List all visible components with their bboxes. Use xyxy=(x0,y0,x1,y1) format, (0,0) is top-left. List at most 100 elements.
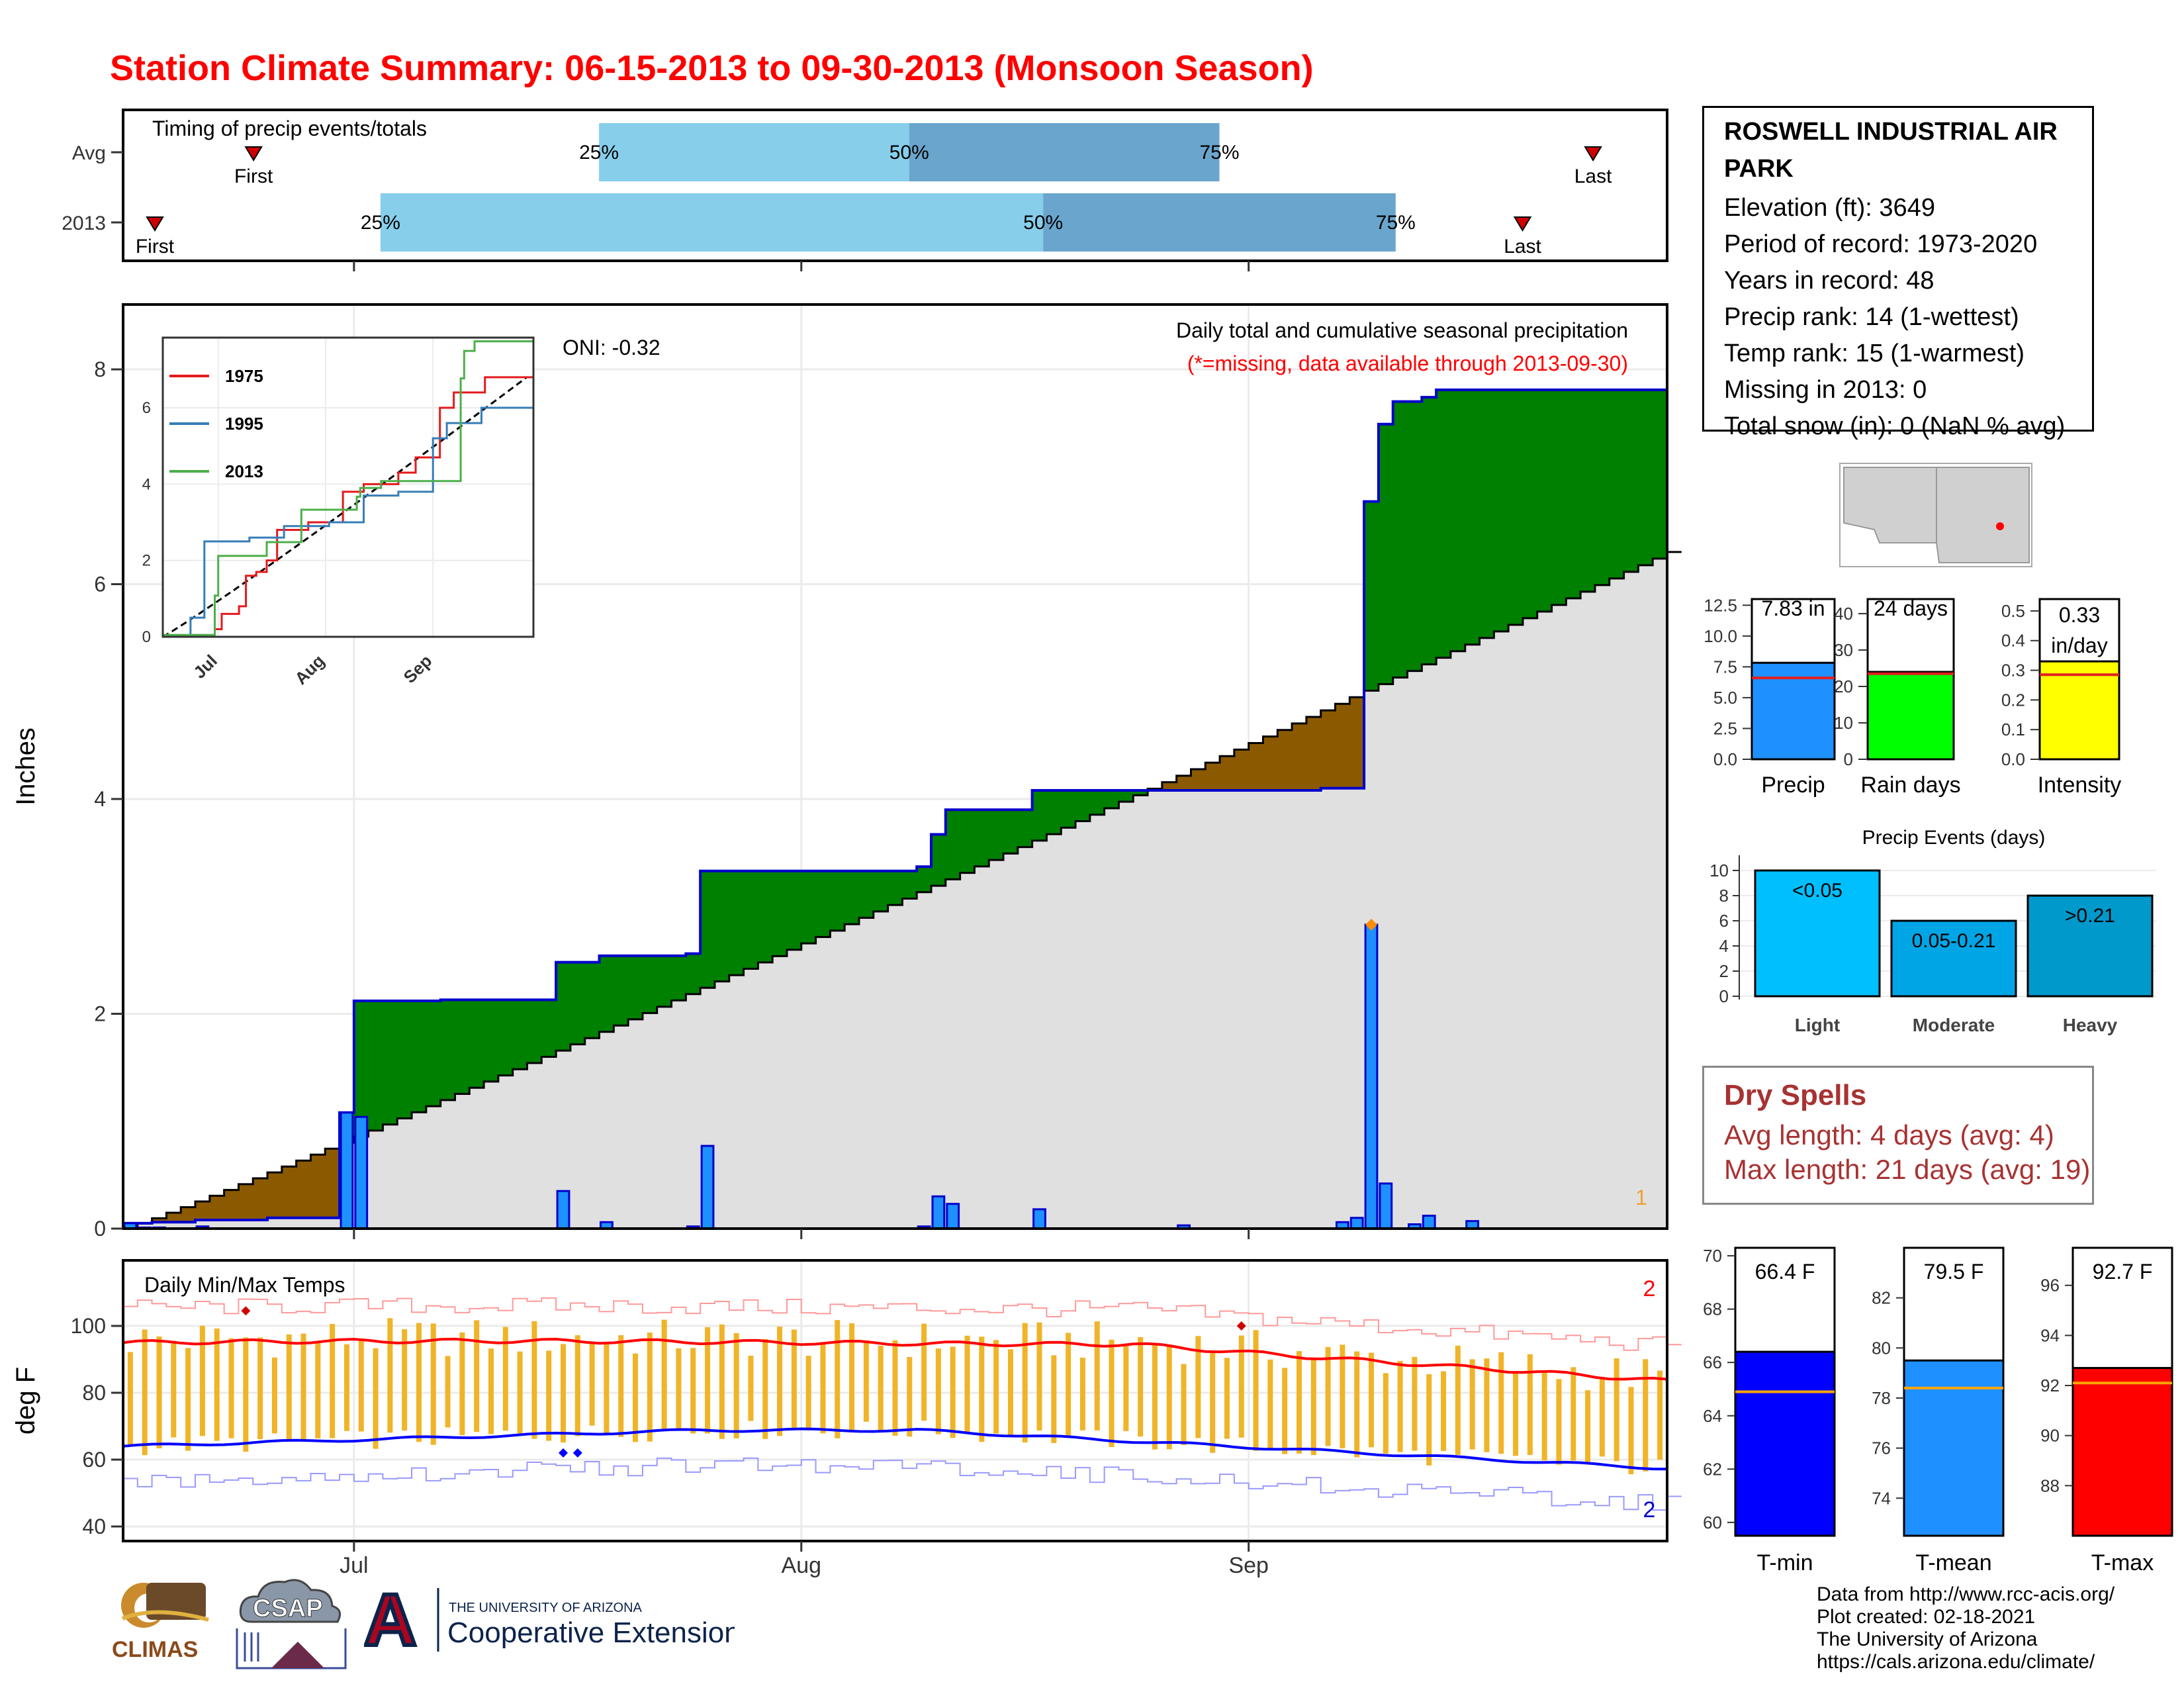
precip-events-bar-label: >0.21 xyxy=(2065,905,2115,927)
precip-departure-fill xyxy=(123,389,1668,1229)
temp-record-marker xyxy=(1236,1321,1246,1331)
temp-range-bar xyxy=(561,1344,567,1443)
summary-bar-name: Precip xyxy=(1761,773,1825,798)
temp-summary-bar-tick-label: 80 xyxy=(1872,1338,1891,1358)
temp-range-bar xyxy=(1310,1358,1316,1456)
info-temp-rank: Temp rank: 15 (1-warmest) xyxy=(1724,340,2025,367)
precip-average-segment xyxy=(1465,644,1480,1229)
precip-surplus-segment xyxy=(758,870,773,962)
temp-range-bar xyxy=(589,1343,595,1426)
temp-range-bar xyxy=(315,1342,321,1438)
temp-range-bar xyxy=(1267,1359,1273,1449)
temp-range-bar xyxy=(777,1327,783,1436)
precip-deficit-segment xyxy=(1220,756,1235,791)
temp-range-bar xyxy=(1022,1323,1028,1443)
summary-bar-tick-label: 5.0 xyxy=(1713,688,1737,708)
precip-average-segment xyxy=(181,1222,196,1229)
dry-spells-max: Max length: 21 days (avg: 19) xyxy=(1724,1154,2091,1185)
temp-range-bar xyxy=(892,1340,898,1436)
precip-surplus-segment xyxy=(1046,790,1062,835)
precip-average-segment xyxy=(1335,788,1350,1229)
temp-summary-bar-tick-label: 68 xyxy=(1703,1299,1722,1319)
temp-range-bar xyxy=(1369,1352,1375,1448)
temp-record-marker xyxy=(241,1306,251,1316)
inset-legend-label: 2013 xyxy=(225,461,263,481)
temp-range-bar xyxy=(1123,1344,1129,1431)
precip-average-segment xyxy=(1422,664,1437,1229)
temp-range-bar xyxy=(661,1319,667,1430)
precip-events-tick-label: 0 xyxy=(1719,986,1729,1006)
info-period: Period of record: 1973-2020 xyxy=(1724,230,2038,258)
precip-average-segment xyxy=(1148,790,1163,1229)
timing-q50-label: 50% xyxy=(1023,212,1063,234)
precip-average-area xyxy=(137,558,1668,1229)
precip-surplus-segment xyxy=(917,867,932,892)
temp-range-bar xyxy=(805,1356,811,1430)
precip-average-segment xyxy=(974,866,989,1229)
summary-bar-value-label: 7.83 in xyxy=(1761,596,1825,620)
precip-average-segment xyxy=(469,1088,484,1229)
precip-ylabel: Inches xyxy=(11,727,40,806)
precip-surplus-segment xyxy=(931,834,946,886)
precip-ytick-label: 6 xyxy=(94,573,106,596)
precip-observed-line xyxy=(123,388,1667,1225)
timing-title: Timing of precip events/totals xyxy=(152,117,427,140)
precip-surplus-segment xyxy=(1378,424,1394,684)
precip-average-segment xyxy=(325,1217,340,1229)
temp-record-min-line xyxy=(123,1457,1682,1511)
temp-range-bar xyxy=(402,1329,408,1431)
precip-surplus-segment xyxy=(1551,389,1567,605)
precip-surplus-segment xyxy=(556,962,571,1051)
temp-range-bar xyxy=(1397,1360,1403,1452)
precip-average-segment xyxy=(801,943,817,1229)
precip-surplus-segment xyxy=(512,1000,528,1070)
precip-average-segment xyxy=(209,1220,225,1229)
temp-summary-bar-value-label: 92.7 F xyxy=(2093,1260,2153,1284)
temp-range-bar xyxy=(1426,1374,1432,1466)
daily-precip-bar xyxy=(1349,1217,1364,1230)
temp-range-bar xyxy=(1282,1368,1288,1454)
ua-university-text: THE UNIVERSITY OF ARIZONA xyxy=(449,1601,643,1615)
precip-deficit-segment xyxy=(1263,736,1278,791)
daily-precip-bar xyxy=(556,1190,570,1230)
temp-range-bar xyxy=(1498,1352,1504,1454)
precip-surplus-segment xyxy=(412,1001,427,1113)
temp-summary-bar-fill xyxy=(1903,1359,2005,1537)
temp-range-bar xyxy=(733,1333,739,1439)
summary-bar-precip: 7.83 in 0.0 2.5 5.0 7.5 10.0 12.5 Precip xyxy=(1704,595,1836,798)
temp-range-bar xyxy=(574,1335,580,1436)
precip-average-segment xyxy=(1623,571,1639,1229)
temp-range-bar xyxy=(618,1335,624,1437)
precip-surplus-segment xyxy=(1638,389,1653,565)
precip-surplus-segment xyxy=(599,955,614,1032)
precip-deficit-segment xyxy=(296,1160,312,1218)
precip-surplus-segment xyxy=(960,810,976,873)
info-snow: Total snow (in): 0 (NaN % avg) xyxy=(1724,412,2066,440)
temp-range-bar xyxy=(1094,1321,1100,1430)
precip-average-segment xyxy=(931,886,946,1229)
timing-last-marker xyxy=(1584,146,1602,162)
precip-average-segment xyxy=(902,898,917,1229)
summary-bar-tick-label: 10 xyxy=(1834,713,1853,733)
temp-ytick-label: 40 xyxy=(82,1515,106,1538)
precip-deficit-segment xyxy=(1205,763,1220,791)
temp-range-bar xyxy=(343,1344,349,1431)
precip-average-segment xyxy=(743,968,758,1229)
temp-summary-bar-tick-label: 64 xyxy=(1703,1406,1722,1426)
temp-frame xyxy=(122,1259,1668,1542)
timing-q50-label: 50% xyxy=(889,142,929,164)
precip-surplus-segment xyxy=(368,1001,384,1131)
precip-average-segment xyxy=(714,981,730,1229)
precip-surplus-segment xyxy=(1594,389,1610,585)
daily-precip-bar xyxy=(946,1203,960,1230)
info-years: Years in record: 48 xyxy=(1724,267,1934,295)
precip-average-segment xyxy=(1292,790,1307,1229)
precip-surplus-segment xyxy=(1494,389,1509,632)
precip-average-segment xyxy=(1436,657,1451,1229)
temp-range-bar xyxy=(546,1350,552,1441)
precip-average-segment xyxy=(1104,808,1120,1229)
summary-bar-fill xyxy=(1866,671,1955,761)
temp-range-bar xyxy=(228,1338,234,1438)
